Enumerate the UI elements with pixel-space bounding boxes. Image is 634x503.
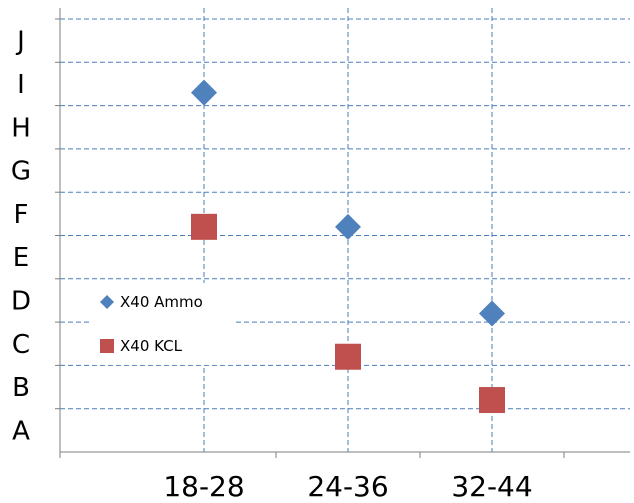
legend-ammo-icon: [100, 295, 114, 309]
axes: [55, 8, 630, 458]
legend-label: X40 Ammo: [120, 293, 203, 311]
x-tick-label: 18-28: [163, 470, 244, 503]
ammo-point: [479, 300, 505, 327]
y-tick-label: I: [17, 70, 25, 100]
y-tick-label: D: [11, 286, 31, 316]
legend-kcl-icon: [100, 339, 114, 353]
data-points: [191, 79, 505, 414]
kcl-point: [335, 343, 361, 370]
y-tick-label: G: [11, 157, 31, 187]
grid-lines: [60, 8, 630, 452]
kcl-point: [191, 213, 217, 240]
x-tick-label: 32-44: [451, 470, 532, 503]
x-tick-labels: 18-28 24-36 32-44: [163, 470, 532, 503]
y-tick-label: E: [13, 243, 29, 273]
y-tick-label: J: [15, 27, 25, 57]
ammo-point: [191, 79, 217, 106]
y-tick-label: B: [12, 373, 30, 403]
legend-box: [90, 283, 236, 365]
ammo-point: [335, 213, 361, 240]
legend-label: X40 KCL: [120, 337, 183, 355]
x-tick-label: 24-36: [307, 470, 388, 503]
y-tick-label: H: [11, 113, 31, 143]
y-tick-label: F: [14, 200, 29, 230]
y-tick-label: A: [12, 416, 30, 446]
y-tick-label: C: [12, 330, 30, 360]
legend: X40 Ammo X40 KCL: [90, 283, 236, 365]
kcl-point: [479, 387, 505, 414]
